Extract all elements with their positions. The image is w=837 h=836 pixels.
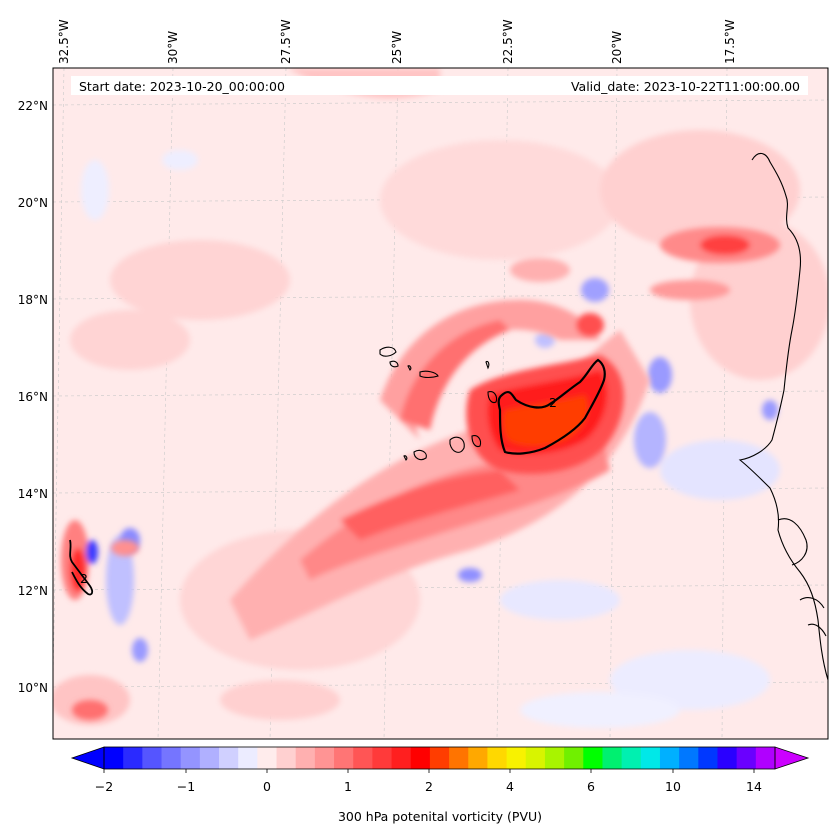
colorbar-tick-label: 6 bbox=[587, 779, 595, 794]
colorbar-segment bbox=[334, 747, 354, 769]
colorbar-max-extend bbox=[774, 746, 810, 770]
colorbar-tick-label: 1 bbox=[344, 779, 352, 794]
pv-2-contour-label: 2 bbox=[549, 395, 557, 410]
colorbar-segment bbox=[219, 747, 239, 769]
lon-label: 20°W bbox=[610, 31, 624, 64]
lon-label: 30°W bbox=[166, 31, 180, 64]
colorbar-segment bbox=[295, 747, 316, 769]
colorbar-min-extend bbox=[70, 746, 105, 770]
colorbar-tick-label: 14 bbox=[746, 779, 762, 794]
colorbar-segment bbox=[372, 747, 393, 769]
coastline bbox=[738, 68, 828, 681]
colorbar-tick-label: 2 bbox=[425, 779, 433, 794]
colorbar-tick-labels: −2 −1 0 1 2 4 6 10 14 bbox=[95, 779, 762, 794]
colorbar-segment bbox=[736, 747, 757, 769]
longitude-labels: 32.5°W 30°W 27.5°W 25°W 22.5°W 20°W 17.5… bbox=[57, 19, 737, 64]
colorbar-segment bbox=[487, 747, 508, 769]
lat-label: 10°N bbox=[18, 681, 48, 695]
pv-2-contour bbox=[497, 358, 606, 455]
pv-core bbox=[466, 355, 624, 474]
date-banner bbox=[71, 76, 808, 95]
colorbar-segment bbox=[659, 747, 680, 769]
colorbar-segment bbox=[391, 747, 412, 769]
pv-2-contour-west bbox=[69, 539, 94, 596]
colorbar-segment bbox=[602, 747, 623, 769]
colorbar-segment bbox=[449, 747, 469, 769]
colorbar-tick-label: 0 bbox=[263, 779, 271, 794]
colorbar-segment bbox=[717, 747, 738, 769]
colorbar-segment bbox=[276, 747, 297, 769]
colorbar-segment bbox=[238, 747, 258, 769]
colorbar-ticks bbox=[103, 769, 755, 773]
colorbar-segment bbox=[468, 747, 488, 769]
colorbar-segment bbox=[104, 747, 124, 769]
colorbar-segment bbox=[583, 747, 603, 769]
cape-verde-islands bbox=[379, 346, 498, 461]
colorbar-segment bbox=[640, 747, 661, 769]
negative-pv-patches bbox=[81, 150, 780, 728]
colorbar-segment bbox=[410, 747, 431, 769]
start-date-label: Start date: 2023-10-20_00:00:00 bbox=[79, 79, 285, 94]
lon-label: 27.5°W bbox=[279, 19, 293, 64]
lat-label: 22°N bbox=[18, 99, 48, 113]
lon-label: 25°W bbox=[390, 31, 404, 64]
colorbar-tick-label: 10 bbox=[665, 779, 681, 794]
colorbar-segment bbox=[755, 747, 776, 769]
lat-label: 20°N bbox=[18, 196, 48, 210]
lat-label: 16°N bbox=[18, 390, 48, 404]
colorbar-tick-label: 4 bbox=[506, 779, 514, 794]
colorbar-segment bbox=[142, 747, 163, 769]
colorbar-segment bbox=[525, 747, 546, 769]
colorbar-segment bbox=[621, 747, 642, 769]
lat-label: 12°N bbox=[18, 584, 48, 598]
colorbar-segment bbox=[180, 747, 201, 769]
colorbar-frame bbox=[103, 746, 776, 770]
colorbar-segment bbox=[257, 747, 278, 769]
colorbar-segment bbox=[353, 747, 373, 769]
colorbar-segment bbox=[679, 747, 699, 769]
colorbar-tick-label: −2 bbox=[95, 779, 113, 794]
lon-label: 17.5°W bbox=[723, 19, 737, 64]
lat-label: 18°N bbox=[18, 293, 48, 307]
lon-label: 32.5°W bbox=[57, 19, 71, 64]
colorbar-segment bbox=[314, 747, 335, 769]
lat-label: 14°N bbox=[18, 487, 48, 501]
pv-2-contour-label-west: 2 bbox=[80, 571, 88, 586]
lon-label: 22.5°W bbox=[501, 19, 515, 64]
colorbar-segment bbox=[199, 747, 220, 769]
colorbar-segment bbox=[564, 747, 584, 769]
latitude-labels: 22°N 20°N 18°N 16°N 14°N 12°N 10°N bbox=[18, 99, 48, 695]
valid-date-label: Valid_date: 2023-10-22T11:00:00.00 bbox=[571, 79, 800, 94]
colorbar-segment bbox=[161, 747, 182, 769]
colorbar-segments bbox=[104, 747, 776, 769]
map-frame bbox=[52, 67, 829, 740]
colorbar bbox=[70, 746, 810, 770]
colorbar-segment bbox=[544, 747, 565, 769]
colorbar-segment bbox=[506, 747, 527, 769]
colorbar-segment bbox=[123, 747, 143, 769]
colorbar-segment bbox=[429, 747, 450, 769]
map-panel bbox=[53, 68, 828, 739]
colorbar-title: 300 hPa potenital vorticity (PVU) bbox=[338, 809, 542, 824]
colorbar-segment bbox=[698, 747, 718, 769]
colorbar-tick-label: −1 bbox=[177, 779, 195, 794]
